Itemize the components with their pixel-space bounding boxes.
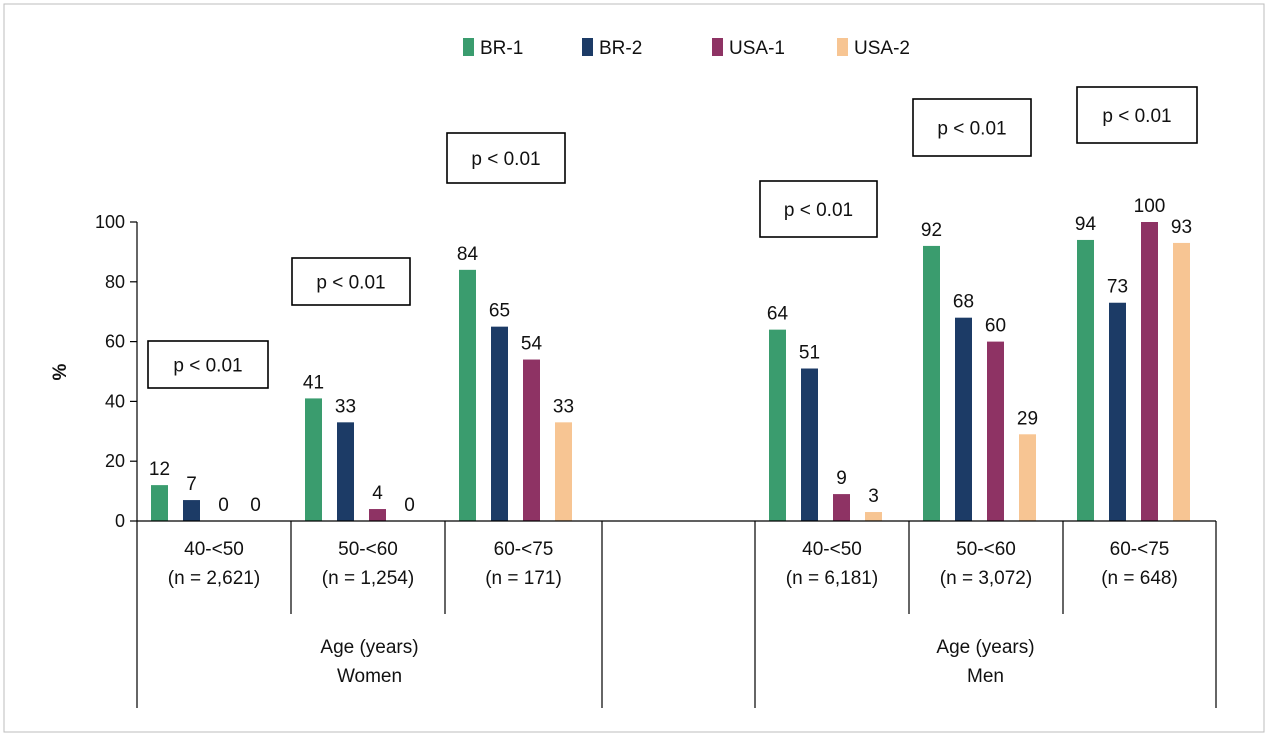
bar-usa-2: [865, 512, 882, 521]
p-value-label: p < 0.01: [471, 149, 540, 170]
x-category-n-label: (n = 2,621): [168, 568, 260, 589]
y-axis-label: %: [50, 363, 71, 380]
bar-value-label: 0: [404, 495, 415, 516]
bar-usa-2: [555, 422, 572, 521]
legend-swatch: [712, 38, 723, 56]
x-category-label: 40-<50: [802, 539, 862, 560]
y-tick-label: 100: [95, 212, 125, 232]
bar-value-label: 12: [149, 459, 170, 480]
p-value-box: [1076, 86, 1198, 144]
bar-value-label: 92: [921, 220, 942, 241]
bar-value-label: 7: [186, 474, 197, 495]
bar-br-1: [305, 398, 322, 521]
bar-value-label: 64: [767, 304, 789, 325]
p-value-label: p < 0.01: [173, 356, 242, 377]
y-tick-label: 20: [105, 451, 125, 471]
p-value-box: [912, 98, 1032, 157]
bar-value-label: 4: [372, 483, 383, 504]
bar-value-label: 33: [553, 396, 574, 417]
bar-value-label: 68: [953, 292, 974, 313]
legend-swatch: [582, 38, 593, 56]
bar-usa-1: [833, 494, 850, 521]
bar-usa-2: [1173, 242, 1190, 521]
bar-value-label: 0: [218, 495, 229, 516]
legend-label: USA-1: [729, 38, 785, 59]
x-axis: Age (years) Women 40-<50 (n = 2,621) 50-<60 (…: [136, 520, 1217, 708]
x-category-label: 60-<75: [1110, 539, 1170, 560]
bar-usa-1: [369, 509, 386, 521]
y-tick-label: 80: [105, 272, 125, 292]
bar-usa-2: [1019, 434, 1036, 521]
bar-value-label: 100: [1134, 196, 1166, 217]
bar-value-label: 51: [799, 343, 820, 364]
bar-br-1: [151, 485, 168, 521]
p-value-annotations: p < 0.01 p < 0.01 p < 0.01 p < 0.01 p < 0.01…: [147, 86, 1198, 389]
bar-br-1: [459, 269, 476, 521]
p-value-label: p < 0.01: [316, 273, 385, 294]
x-category-n-label: (n = 648): [1101, 568, 1178, 589]
bar-value-label: 94: [1075, 214, 1097, 235]
legend: BR-1 BR-2 USA-1 USA-2: [463, 38, 910, 59]
p-value-label: p < 0.01: [784, 200, 853, 221]
group-label: Age (years): [936, 637, 1034, 658]
bar-usa-1: [987, 341, 1004, 521]
x-category-n-label: (n = 6,181): [786, 568, 878, 589]
bar-value-label: 60: [985, 316, 1006, 337]
x-category-label: 60-<75: [494, 539, 554, 560]
bar-br-2: [183, 500, 200, 521]
p-value-label: p < 0.01: [937, 119, 1006, 140]
bar-value-label: 73: [1107, 277, 1128, 298]
bar-value-label: 29: [1017, 408, 1038, 429]
bar-value-label: 41: [303, 372, 324, 393]
bar-usa-1: [523, 359, 540, 521]
bar-br-2: [491, 326, 508, 521]
bar-value-label: 9: [836, 468, 847, 489]
bar-br-2: [1109, 302, 1126, 521]
bar-value-label: 54: [521, 334, 543, 355]
x-category-n-label: (n = 3,072): [940, 568, 1032, 589]
bar-value-label: 3: [868, 486, 879, 507]
bar-value-label: 33: [335, 396, 356, 417]
x-category-label: 40-<50: [184, 539, 244, 560]
bar-value-label: 84: [457, 244, 479, 265]
p-value-box: [147, 340, 269, 389]
group-sublabel: Women: [337, 666, 402, 687]
bar-value-label: 93: [1171, 217, 1192, 238]
y-tick-label: 60: [105, 332, 125, 352]
legend-label: USA-2: [854, 38, 910, 59]
bar-br-1: [769, 329, 786, 521]
bar-br-2: [955, 317, 972, 521]
y-tick-label: 0: [115, 511, 125, 531]
x-category-label: 50-<60: [956, 539, 1016, 560]
x-category-n-label: (n = 171): [485, 568, 562, 589]
bar-br-2: [801, 368, 818, 521]
p-value-box: [446, 132, 566, 184]
legend-label: BR-2: [599, 38, 642, 59]
y-tick-label: 40: [105, 391, 125, 411]
bar-br-2: [337, 422, 354, 521]
legend-swatch: [837, 38, 848, 56]
legend-label: BR-1: [480, 38, 523, 59]
p-value-box: [759, 180, 878, 238]
x-category-n-label: (n = 1,254): [322, 568, 414, 589]
group-sublabel: Men: [967, 666, 1004, 687]
bar-br-1: [1077, 239, 1094, 521]
bar-usa-1: [1141, 222, 1158, 521]
legend-swatch: [463, 38, 474, 56]
bar-br-1: [923, 245, 940, 522]
bar-value-label: 65: [489, 301, 510, 322]
bar-value-label: 0: [250, 495, 261, 516]
group-label: Age (years): [320, 637, 418, 658]
y-axis: % 0 20 40 60 80 100: [50, 212, 138, 531]
p-value-label: p < 0.01: [1102, 106, 1171, 127]
x-category-label: 50-<60: [338, 539, 398, 560]
p-value-box: [291, 257, 411, 306]
